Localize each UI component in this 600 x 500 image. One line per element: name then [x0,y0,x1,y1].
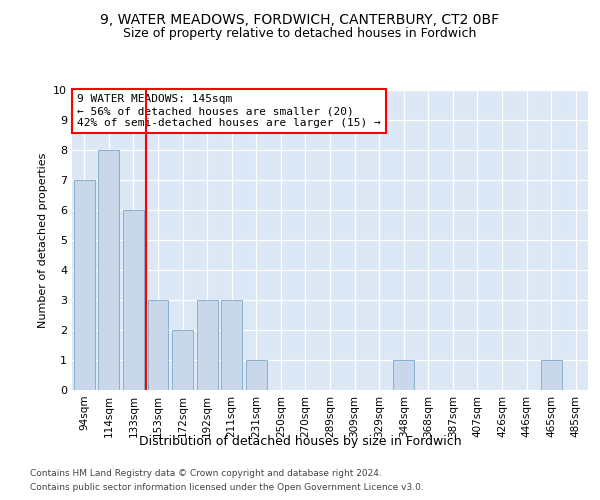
Bar [172,330,193,390]
Bar [541,360,562,390]
Bar [393,360,414,390]
Text: Contains HM Land Registry data © Crown copyright and database right 2024.: Contains HM Land Registry data © Crown c… [30,468,382,477]
Text: 9, WATER MEADOWS, FORDWICH, CANTERBURY, CT2 0BF: 9, WATER MEADOWS, FORDWICH, CANTERBURY, … [100,12,500,26]
Text: Size of property relative to detached houses in Fordwich: Size of property relative to detached ho… [124,28,476,40]
Y-axis label: Number of detached properties: Number of detached properties [38,152,47,328]
Bar [246,360,267,390]
Text: Contains public sector information licensed under the Open Government Licence v3: Contains public sector information licen… [30,484,424,492]
Bar [98,150,119,390]
Text: 9 WATER MEADOWS: 145sqm
← 56% of detached houses are smaller (20)
42% of semi-de: 9 WATER MEADOWS: 145sqm ← 56% of detache… [77,94,381,128]
Bar [197,300,218,390]
Bar [148,300,169,390]
Text: Distribution of detached houses by size in Fordwich: Distribution of detached houses by size … [139,435,461,448]
Bar [221,300,242,390]
Bar [74,180,95,390]
Bar [123,210,144,390]
